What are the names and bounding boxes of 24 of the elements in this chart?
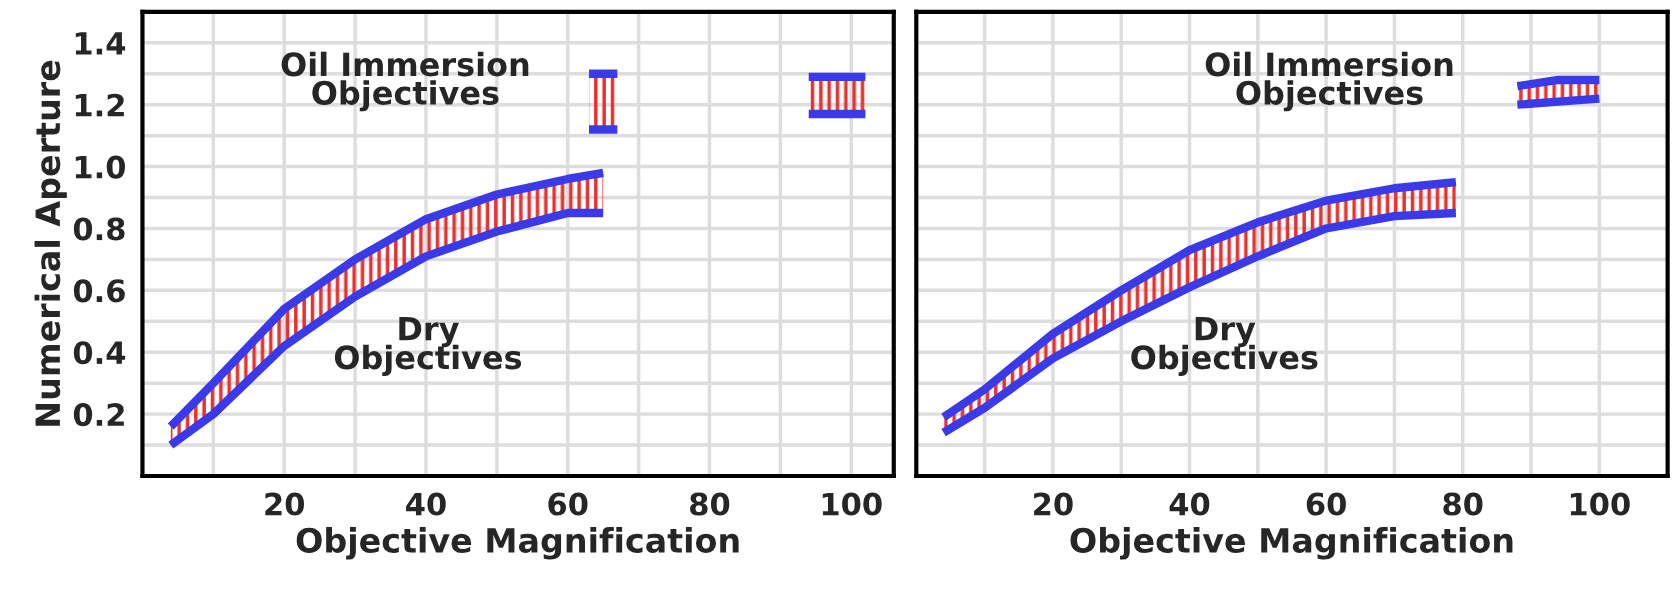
y-tick-label: 1.4 (75, 32, 126, 55)
annotation: Dry Objectives (1131, 316, 1318, 376)
y-axis-title: Numerical Aperture (34, 60, 67, 426)
x-tick-label: 20 (265, 492, 305, 516)
x-tick-label: 80 (690, 492, 730, 516)
y-tick-label: 0.4 (73, 341, 126, 365)
x-tick-label: 100 (1570, 492, 1630, 516)
y-tick-label: 0.8 (73, 217, 125, 241)
x-axis-title: Objective Magnification (296, 527, 739, 560)
y-tick-label: 0.2 (73, 403, 124, 427)
y-tick-label: 1.2 (75, 93, 124, 117)
y-tick-label: 0.6 (73, 279, 125, 303)
x-tick-label: 100 (822, 492, 882, 516)
y-tick-label: 1.0 (75, 155, 126, 179)
x-axis-title: Objective Magnification (1070, 527, 1513, 560)
x-tick-label: 20 (1034, 492, 1073, 516)
annotation: Oil Immersion Objectives (281, 51, 529, 112)
annotation: Dry Objectives (334, 316, 522, 376)
x-tick-label: 60 (1306, 492, 1346, 516)
annotation: Oil Immersion Objectives (1205, 51, 1453, 112)
x-tick-label: 60 (548, 492, 588, 516)
x-tick-label: 80 (1443, 492, 1483, 516)
x-tick-label: 40 (406, 492, 446, 516)
x-tick-label: 40 (1169, 492, 1210, 516)
